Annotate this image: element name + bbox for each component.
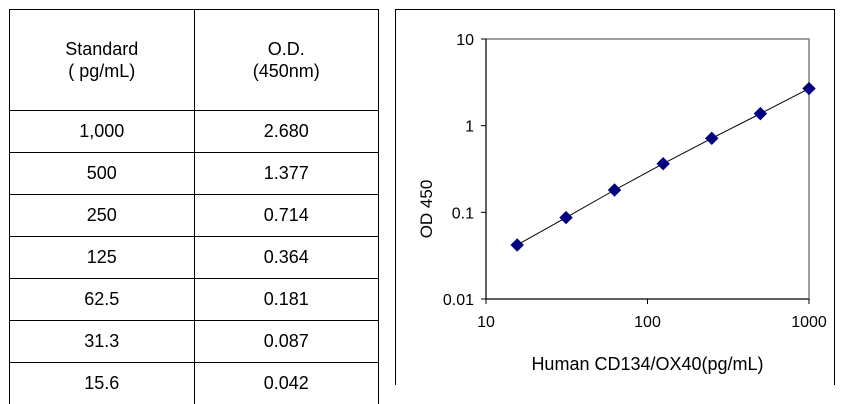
- standard-curve-table: Standard ( pg/mL) O.D. (450nm) 1,000 2.6…: [9, 9, 379, 404]
- table-row: 15.6 0.042: [10, 363, 379, 404]
- table-row: 1,000 2.680: [10, 111, 379, 153]
- data-points: [511, 83, 815, 251]
- chart-frame: 0.01 0.1 1 10 10 100 1000 Human CD134/OX40(pg/…: [395, 9, 835, 385]
- od-cell: 0.364: [194, 237, 379, 279]
- table-header-row: Standard ( pg/mL) O.D. (450nm): [10, 10, 379, 111]
- header-standard-line-2: ( pg/mL): [10, 60, 194, 82]
- header-standard-line-1: Standard: [10, 38, 194, 60]
- table-row: 31.3 0.087: [10, 321, 379, 363]
- table-row: 500 1.377: [10, 153, 379, 195]
- y-tick-label: 10: [456, 32, 474, 49]
- od-cell: 0.042: [194, 363, 379, 404]
- table-row: 125 0.364: [10, 237, 379, 279]
- y-tick-label: 1: [465, 119, 474, 136]
- x-axis-title: Human CD134/OX40(pg/mL): [531, 354, 763, 374]
- standard-cell: 250: [10, 195, 195, 237]
- header-standard: Standard ( pg/mL): [10, 10, 195, 111]
- y-tick-label: 0.01: [443, 292, 474, 309]
- data-point: [511, 239, 523, 251]
- axis-ticks: 0.01 0.1 1 10 10 100 1000: [443, 32, 827, 331]
- od-cell: 0.714: [194, 195, 379, 237]
- header-od-line-1: O.D.: [195, 38, 379, 60]
- od-cell: 0.181: [194, 279, 379, 321]
- y-axis-title: OD 450: [417, 180, 436, 239]
- standard-curve-chart: 0.01 0.1 1 10 10 100 1000 Human CD134/OX40(pg/…: [396, 10, 836, 386]
- header-od: O.D. (450nm): [194, 10, 379, 111]
- od-cell: 2.680: [194, 111, 379, 153]
- data-point: [803, 83, 815, 95]
- standard-cell: 125: [10, 237, 195, 279]
- standard-cell: 1,000: [10, 111, 195, 153]
- data-point: [706, 132, 718, 144]
- x-tick-label: 100: [634, 314, 661, 331]
- data-point: [657, 158, 669, 170]
- x-tick-label: 10: [477, 314, 495, 331]
- standard-cell: 62.5: [10, 279, 195, 321]
- standard-cell: 15.6: [10, 363, 195, 404]
- data-point: [609, 184, 621, 196]
- data-point: [560, 212, 572, 224]
- plot-area: [486, 39, 809, 299]
- y-tick-label: 0.1: [452, 205, 474, 222]
- table-row: 62.5 0.181: [10, 279, 379, 321]
- data-point: [754, 108, 766, 120]
- header-od-line-2: (450nm): [195, 60, 379, 82]
- table-row: 250 0.714: [10, 195, 379, 237]
- od-cell: 1.377: [194, 153, 379, 195]
- od-cell: 0.087: [194, 321, 379, 363]
- x-tick-label: 1000: [791, 314, 827, 331]
- standard-cell: 31.3: [10, 321, 195, 363]
- standard-cell: 500: [10, 153, 195, 195]
